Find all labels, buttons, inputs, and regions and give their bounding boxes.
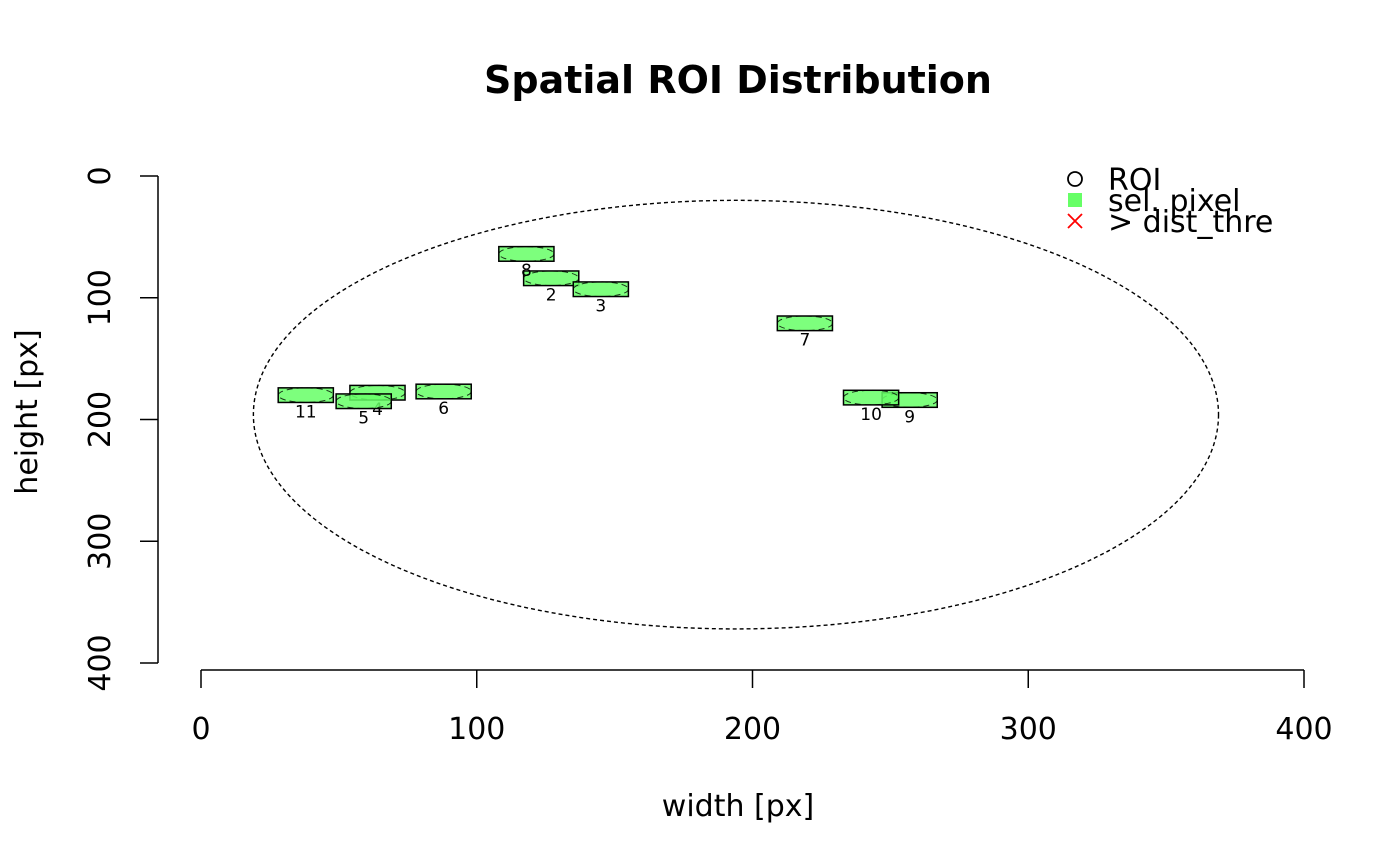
roi-3: 3 xyxy=(572,281,630,317)
roi-10: 10 xyxy=(842,389,900,425)
roi-11: 11 xyxy=(277,387,335,422)
x-tick-label: 200 xyxy=(724,712,781,747)
roi-outline xyxy=(842,389,900,406)
roi-5: 5 xyxy=(335,393,393,429)
y-tick-label: 0 xyxy=(83,166,118,185)
filled-square-icon xyxy=(1068,193,1082,207)
roi-label: 7 xyxy=(799,331,810,351)
roi-label: 11 xyxy=(295,402,317,422)
roi-2: 2 xyxy=(522,270,580,306)
roi-box xyxy=(572,281,630,298)
axes: 0 100 200 300 400 0 100 200 300 400 xyxy=(83,166,1333,747)
plot-area: 2 3 45 6 7 8 9 10 11 xyxy=(252,199,1220,630)
roi-outline xyxy=(523,270,580,287)
roi-outline xyxy=(572,281,629,298)
roi-label: 4 xyxy=(372,400,383,420)
x-tick-label: 100 xyxy=(448,712,505,747)
y-tick-label: 300 xyxy=(83,513,118,570)
y-tick-label: 400 xyxy=(83,634,118,691)
legend-label: > dist_thre xyxy=(1108,205,1273,240)
roi-8: 8 xyxy=(498,245,555,281)
legend-item-open-circle: ROI xyxy=(1067,163,1161,198)
bounding-ellipse xyxy=(252,199,1220,630)
y-tick-label: 100 xyxy=(83,269,118,326)
x-tick-label: 400 xyxy=(1275,712,1332,747)
roi-label: 9 xyxy=(904,407,915,427)
legend-item-filled-square: sel. pixel xyxy=(1068,184,1241,219)
roi-outline xyxy=(415,383,472,400)
roi-7: 7 xyxy=(776,315,834,351)
roi-outline xyxy=(335,393,392,410)
y-axis-label: height [px] xyxy=(10,329,45,494)
chart-title: Spatial ROI Distribution xyxy=(484,58,992,102)
roi-label: 10 xyxy=(860,405,882,425)
roi-6: 6 xyxy=(415,383,472,419)
x-tick-label: 300 xyxy=(1000,712,1057,747)
roi-box xyxy=(498,245,555,262)
legend-item-cross: > dist_thre xyxy=(1067,205,1273,240)
roi-label: 5 xyxy=(358,409,369,429)
roi-outline xyxy=(881,392,938,408)
cross-icon xyxy=(1067,213,1083,229)
legend-label: sel. pixel xyxy=(1108,184,1241,219)
x-axis-label: width [px] xyxy=(662,789,814,824)
open-circle-icon xyxy=(1067,171,1083,187)
roi-label: 2 xyxy=(546,286,557,306)
legend-label: ROI xyxy=(1108,163,1161,198)
roi-outline xyxy=(776,315,833,332)
y-tick-label: 200 xyxy=(83,391,118,448)
roi-label: 8 xyxy=(521,261,532,281)
x-tick-label: 0 xyxy=(191,712,210,747)
roi-label: 3 xyxy=(595,297,606,317)
roi-label: 6 xyxy=(438,399,449,419)
roi-outline xyxy=(277,387,334,403)
roi-outline xyxy=(349,384,406,401)
